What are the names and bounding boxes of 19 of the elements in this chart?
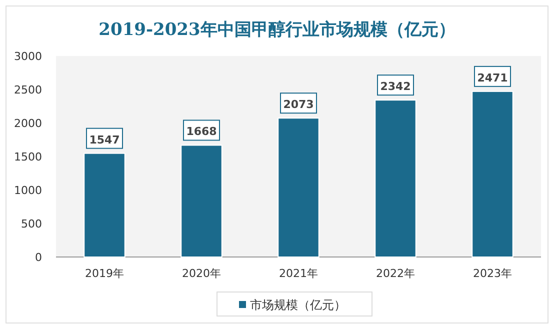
x-tick-label: 2020年 — [182, 267, 221, 280]
data-label: 2342 — [380, 80, 411, 94]
x-tick-label: 2022年 — [376, 267, 415, 280]
y-tick-label: 1000 — [14, 184, 42, 197]
data-label: 2073 — [283, 98, 314, 112]
y-tick-label: 0 — [35, 251, 42, 264]
x-tick-label: 2019年 — [85, 267, 124, 280]
y-tick-label: 2000 — [14, 117, 42, 130]
data-label: 1547 — [89, 133, 120, 146]
data-label: 2471 — [477, 71, 508, 84]
y-tick-label: 500 — [21, 218, 42, 230]
legend-label: 市场规模（亿元） — [250, 298, 346, 312]
y-tick-label: 3000 — [14, 50, 42, 63]
x-tick-label: 2021年 — [279, 267, 318, 280]
chart-title: 2019-2023年中国甲醇行业市场规模（亿元） — [98, 20, 456, 40]
x-tick-label: 2023年 — [473, 267, 512, 280]
y-tick-label: 2500 — [14, 84, 42, 96]
data-label: 1668 — [186, 125, 217, 138]
y-tick-label: 1500 — [14, 150, 42, 164]
